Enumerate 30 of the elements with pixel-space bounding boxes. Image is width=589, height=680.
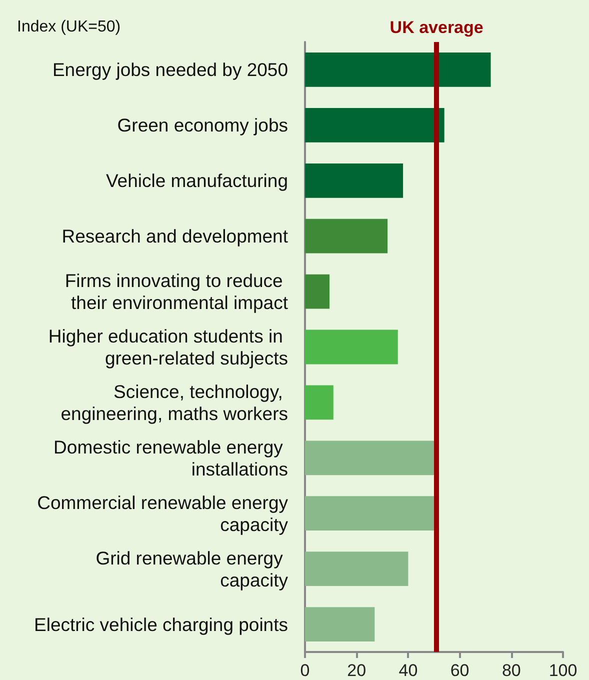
y-tick-label: Domestic renewable energy installations <box>54 436 288 480</box>
bar <box>305 496 434 531</box>
x-tick-label: 100 <box>548 661 578 680</box>
bar <box>305 385 334 420</box>
y-tick-label: Commercial renewable energy capacity <box>37 492 289 535</box>
bar <box>305 607 375 642</box>
bar <box>305 274 330 309</box>
y-tick-label: Grid renewable energy capacity <box>96 547 289 590</box>
x-tick-label: 20 <box>347 661 366 680</box>
x-tick-label: 60 <box>450 661 470 680</box>
y-tick-label: Vehicle manufacturing <box>106 170 288 192</box>
y-tick-label: Green economy jobs <box>117 114 288 136</box>
y-tick-label: Firms innovating to reduce their environmental impact <box>64 270 288 314</box>
bar <box>305 163 404 198</box>
bar <box>305 108 444 142</box>
bar <box>305 52 491 87</box>
x-axis-title: Index (UK=50) <box>17 18 121 36</box>
y-tick-label: Science, technology, engineering, maths workers <box>60 380 288 424</box>
bar <box>305 440 434 476</box>
bar <box>305 330 398 364</box>
y-tick-label: Energy jobs needed by 2050 <box>52 59 288 80</box>
bar <box>305 218 388 254</box>
x-tick-label: 0 <box>300 661 310 680</box>
x-tick-label: 80 <box>502 661 521 680</box>
y-tick-label: Higher education students in green-related subjects <box>48 326 288 368</box>
y-tick-label: Research and development <box>62 226 288 247</box>
bar <box>305 552 408 586</box>
y-tick-label: Electric vehicle charging points <box>34 614 288 635</box>
x-tick-label: 40 <box>398 661 418 680</box>
ref-line-label: UK average <box>390 18 484 37</box>
